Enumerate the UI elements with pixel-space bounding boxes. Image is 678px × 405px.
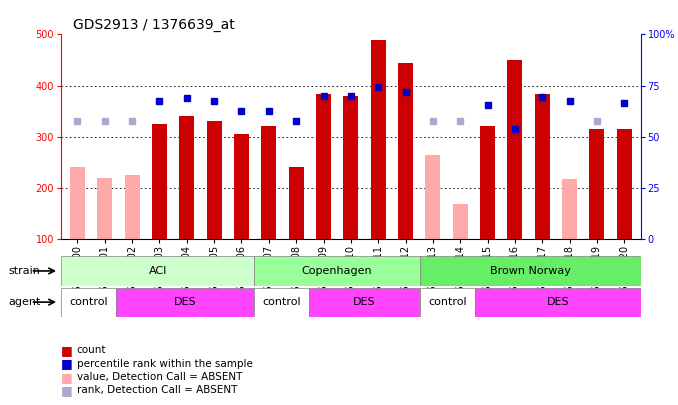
Bar [61,288,116,317]
Bar [207,122,222,239]
Text: strain: strain [8,266,40,276]
Bar [61,256,254,286]
Text: ■: ■ [61,384,73,397]
Text: ACI: ACI [148,266,167,276]
Text: rank, Detection Call = ABSENT: rank, Detection Call = ABSENT [77,386,237,395]
Text: value, Detection Call = ABSENT: value, Detection Call = ABSENT [77,372,242,382]
Text: ■: ■ [61,371,73,384]
Bar [507,60,523,239]
Text: DES: DES [546,297,570,307]
Bar [589,129,605,239]
Text: agent: agent [8,297,41,307]
Text: percentile rank within the sample: percentile rank within the sample [77,359,252,369]
Bar [254,288,309,317]
Bar [535,94,550,239]
Text: DES: DES [174,297,197,307]
Bar [398,62,413,239]
Text: GDS2913 / 1376639_at: GDS2913 / 1376639_at [73,18,235,32]
Bar [343,96,359,239]
Bar [289,167,304,239]
Text: Brown Norway: Brown Norway [490,266,571,276]
Bar [70,167,85,239]
Text: ■: ■ [61,344,73,357]
Bar [116,288,254,317]
Bar [425,155,441,239]
Bar [420,288,475,317]
Bar [617,129,632,239]
Bar [316,94,331,239]
Bar [309,288,420,317]
Bar [480,126,495,239]
Bar [261,126,277,239]
Bar [562,179,577,239]
Text: control: control [69,297,108,307]
Bar [125,175,140,239]
Bar [97,177,113,239]
Bar [475,288,641,317]
Text: Copenhagen: Copenhagen [302,266,372,276]
Bar [453,204,468,239]
Text: ■: ■ [61,357,73,370]
Bar [234,134,249,239]
Text: control: control [262,297,301,307]
Bar [254,256,420,286]
Bar [179,116,195,239]
Bar [420,256,641,286]
Text: DES: DES [353,297,376,307]
Text: count: count [77,345,106,355]
Bar [152,124,167,239]
Text: control: control [428,297,466,307]
Bar [371,40,386,239]
